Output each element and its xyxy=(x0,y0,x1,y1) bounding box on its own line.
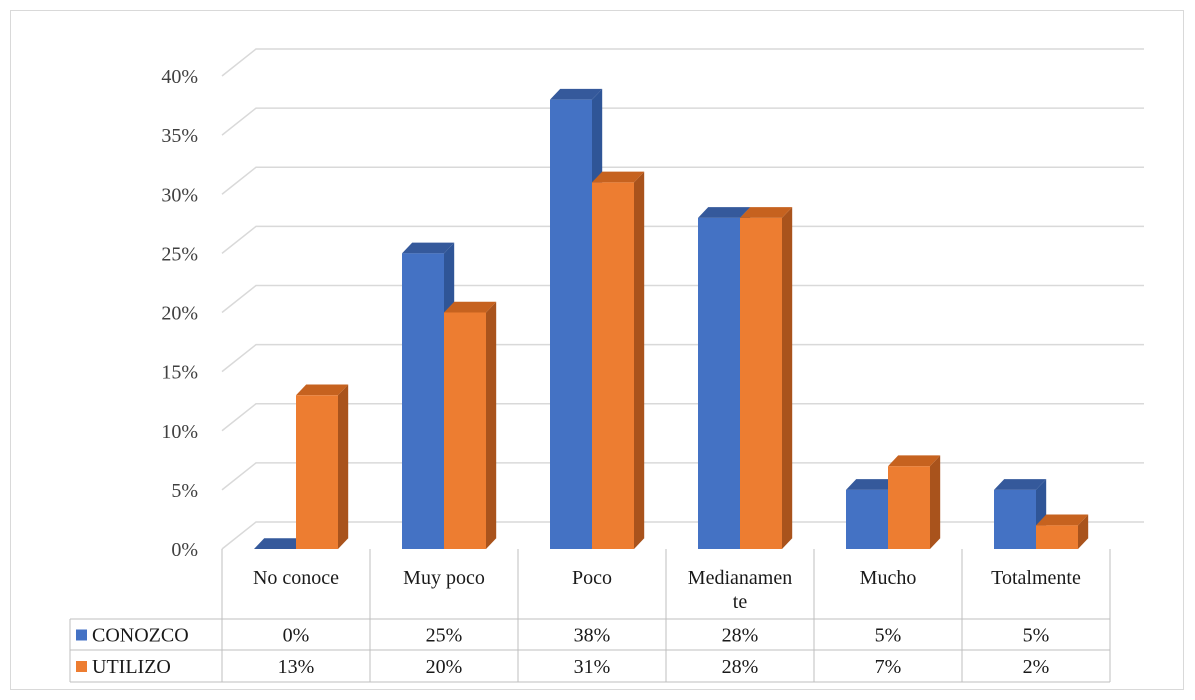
y-tick-label: 5% xyxy=(171,480,198,502)
y-tick-label: 0% xyxy=(171,539,198,561)
bar-utilizo-muy-poco xyxy=(444,301,497,549)
gridline xyxy=(221,403,1144,432)
data-label-conozco-mucho: 5% xyxy=(875,625,902,647)
data-label-conozco-totalmente: 5% xyxy=(1023,625,1050,647)
x-tick-label-muy-poco: Muy poco xyxy=(403,567,485,589)
data-label-utilizo-mucho: 7% xyxy=(875,656,902,678)
bar-utilizo-totalmente xyxy=(1036,514,1089,549)
data-label-utilizo-no-conoce: 13% xyxy=(278,656,315,678)
y-tick-label: 20% xyxy=(161,303,198,325)
gridline xyxy=(221,225,1144,254)
gridline xyxy=(221,107,1144,136)
bar-utilizo-no-conoce xyxy=(296,384,349,549)
bar-conozco-mucho xyxy=(846,479,899,549)
gridline xyxy=(221,48,1144,77)
x-tick-label-medianamente: Medianamen te xyxy=(688,567,792,613)
gridline xyxy=(221,284,1144,314)
bar-utilizo-mucho xyxy=(888,455,941,549)
gridline xyxy=(221,462,1144,491)
gridline xyxy=(221,343,1144,373)
y-tick-label: 30% xyxy=(161,184,198,206)
y-tick-label: 40% xyxy=(161,66,198,88)
gridline xyxy=(221,166,1144,195)
x-tick-label-totalmente: Totalmente xyxy=(991,567,1081,589)
bar-utilizo-medianamente xyxy=(740,207,793,549)
legend-label-utilizo: UTILIZO xyxy=(92,656,171,678)
data-label-conozco-medianamente: 28% xyxy=(722,625,759,647)
x-tick-label-mucho: Mucho xyxy=(860,567,917,589)
data-label-utilizo-totalmente: 2% xyxy=(1023,656,1050,678)
data-label-utilizo-muy-poco: 20% xyxy=(426,656,463,678)
bar-conozco-totalmente xyxy=(994,479,1047,549)
data-label-conozco-poco: 38% xyxy=(574,625,611,647)
data-label-conozco-muy-poco: 25% xyxy=(426,625,463,647)
x-tick-label-no-conoce: No conoce xyxy=(253,567,339,589)
y-tick-label: 10% xyxy=(161,421,198,443)
legend-key-utilizo xyxy=(76,661,87,672)
legend-label-conozco: CONOZCO xyxy=(92,625,189,647)
x-tick-label-poco: Poco xyxy=(572,567,612,589)
data-label-conozco-no-conoce: 0% xyxy=(283,625,310,647)
y-tick-label: 35% xyxy=(161,125,198,147)
y-tick-label: 25% xyxy=(161,243,198,265)
bar-conozco-no-conoce xyxy=(254,538,307,549)
bar-utilizo-poco xyxy=(592,171,645,550)
data-label-utilizo-medianamente: 28% xyxy=(722,656,759,678)
data-label-utilizo-poco: 31% xyxy=(574,656,611,678)
legend-key-conozco xyxy=(76,629,87,641)
y-tick-label: 15% xyxy=(161,362,198,384)
